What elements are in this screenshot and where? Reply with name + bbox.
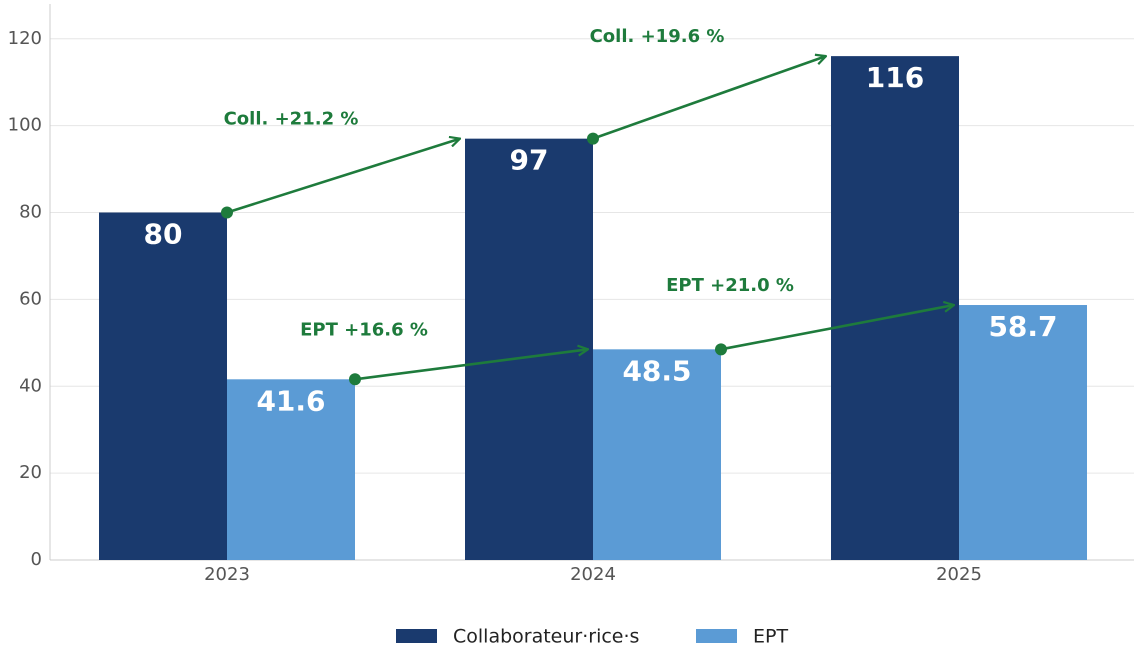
growth-dot (587, 132, 599, 145)
x-tick-label: 2024 (570, 564, 616, 585)
growth-dot (349, 373, 361, 386)
growth-arrow (592, 56, 826, 140)
y-tick-label: 40 (19, 375, 42, 396)
bar (99, 212, 227, 560)
bar (959, 305, 1087, 560)
y-tick-label: 100 (8, 115, 42, 136)
y-tick-label: 80 (19, 202, 42, 223)
x-tick-label: 2023 (204, 564, 250, 585)
legend-swatch (396, 629, 437, 643)
legend-label: Collaborateur·rice·s (453, 626, 639, 648)
growth-label: Coll. +21.2 % (224, 109, 359, 130)
growth-dot (715, 343, 727, 356)
y-tick-label: 120 (8, 28, 42, 49)
bar (227, 379, 355, 560)
bar (465, 138, 593, 560)
y-tick-label: 60 (19, 288, 42, 309)
growth-label: Coll. +19.6 % (590, 26, 725, 47)
growth-arrow (354, 349, 588, 381)
value-label: 58.7 (988, 310, 1057, 343)
legend-label: EPT (753, 626, 788, 648)
y-tick-label: 0 (31, 549, 42, 570)
growth-label: EPT +16.6 % (300, 319, 428, 340)
y-tick-label: 20 (19, 462, 42, 483)
growth-arrow (720, 305, 954, 351)
growth-label: EPT +21.0 % (666, 275, 794, 296)
growth-dot (221, 206, 233, 219)
value-label: 80 (144, 218, 183, 251)
value-label: 116 (866, 61, 924, 94)
bar (593, 349, 721, 560)
legend-swatch (696, 629, 737, 643)
growth-arrow (226, 139, 460, 214)
value-label: 41.6 (256, 384, 325, 417)
value-label: 97 (510, 144, 549, 177)
x-tick-label: 2025 (936, 564, 982, 585)
value-label: 48.5 (622, 354, 691, 387)
